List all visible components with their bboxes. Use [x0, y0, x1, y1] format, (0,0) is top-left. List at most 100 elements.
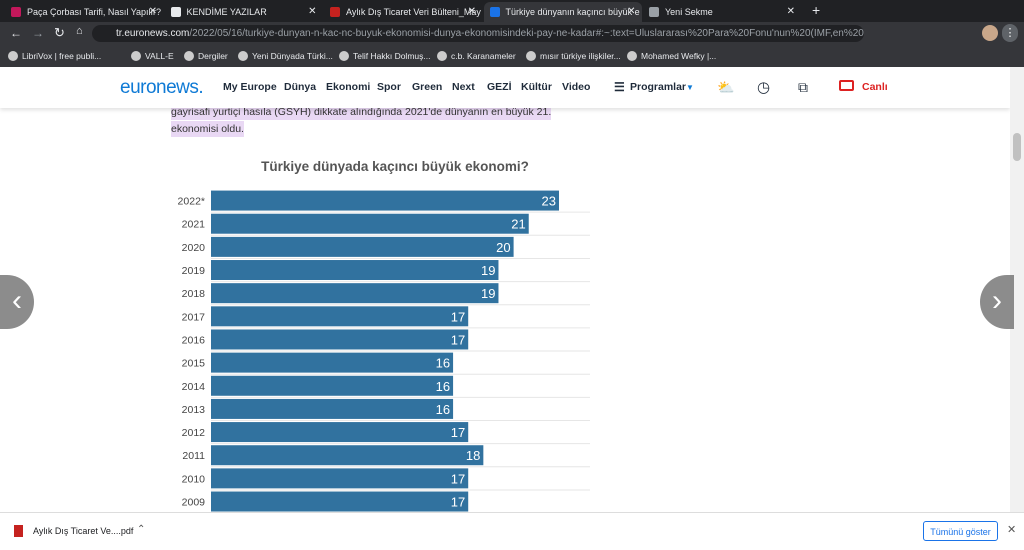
bar [211, 352, 454, 373]
weather-icon[interactable]: ⛅ [717, 79, 735, 95]
nav-item[interactable]: Next [452, 81, 475, 93]
bookmark[interactable]: c.b. Karanameler [437, 45, 516, 67]
browser-tab[interactable]: Türkiye dünyanın kaçıncı büyük e ✕ [483, 2, 642, 22]
bar [211, 283, 499, 304]
bookmark[interactable]: Mohamed Wefky |... [627, 45, 716, 67]
site-nav: euronews. ☰ Programlar ▼ ⛅ ◷ ⧉ Canlı My … [0, 67, 1010, 108]
bar [211, 190, 559, 211]
download-options[interactable]: ⌃ [137, 524, 146, 535]
bookmark-title: Dergiler [198, 51, 228, 61]
latest-icon[interactable]: ◷ [757, 79, 771, 96]
data-label: 17 [451, 309, 465, 324]
nav-item[interactable]: GEZİ [487, 81, 512, 93]
bookmark[interactable]: Yeni Dünyada Türki... [238, 45, 333, 67]
bar [211, 236, 514, 257]
back-button[interactable]: ← [10, 26, 22, 40]
bookmark[interactable]: mısır türkiye ilişkiler... [526, 45, 621, 67]
nav-item[interactable]: Green [412, 81, 443, 93]
data-label: 19 [481, 263, 495, 278]
data-label: 23 [542, 194, 556, 209]
tab-close[interactable]: ✕ [627, 6, 636, 17]
y-tick-label: 2019 [182, 265, 206, 277]
tab-title: Yeni Sekme [665, 7, 713, 17]
tab-icon [489, 7, 500, 17]
tab-close[interactable]: ✕ [308, 6, 317, 17]
bookmark-icon [437, 51, 447, 61]
bar [211, 422, 469, 443]
scrollbar[interactable] [1010, 67, 1024, 512]
bookmark-icon [526, 51, 536, 61]
y-tick-label: 2014 [182, 381, 206, 393]
download-file[interactable]: Aylık Dış Ticaret Ve....pdf [33, 526, 134, 536]
forward-button[interactable]: → [32, 26, 44, 40]
live-icon [839, 80, 854, 91]
bookmark-title: mısır türkiye ilişkiler... [540, 51, 621, 61]
new-tab-button[interactable]: + [812, 2, 821, 18]
tab-close[interactable]: ✕ [786, 6, 795, 17]
programs-icon: ☰ [614, 80, 625, 94]
y-tick-label: 2017 [182, 311, 206, 323]
bar [211, 213, 529, 234]
stories-icon[interactable]: ⧉ [798, 79, 808, 95]
tab-icon [170, 7, 181, 17]
article-text: gayrisafi yurtiçi hasıla (GSYH) dikkate … [171, 104, 552, 120]
bookmarks-bar: LibriVox | free publi... VALL-E Dergiler Ye… [0, 45, 1024, 68]
data-label: 17 [451, 332, 465, 347]
tab-strip: Paça Çorbası Tarifi, Nasıl Yapılır? ✕ KEND… [0, 0, 1024, 22]
bar [211, 398, 454, 419]
bar [211, 491, 469, 512]
tab-title: Aylık Dış Ticaret Veri Bülteni_May [346, 7, 481, 17]
reload-button[interactable]: ↻ [54, 25, 65, 40]
data-label: 20 [496, 240, 510, 255]
bookmark-title: Mohamed Wefky |... [641, 51, 717, 61]
tab-icon [649, 7, 659, 17]
show-all-button[interactable]: Tümünü göster [923, 521, 998, 541]
bar [211, 445, 484, 466]
article-text: ekonomisi oldu. [171, 121, 244, 137]
bar [211, 306, 469, 327]
profile-avatar[interactable] [982, 25, 998, 41]
data-label: 17 [451, 425, 465, 440]
browser-tab[interactable]: Paça Çorbası Tarifi, Nasıl Yapılır? ✕ [5, 2, 163, 22]
nav-item[interactable]: Dünya [284, 81, 317, 93]
menu-button[interactable]: ⋮ [1002, 24, 1018, 42]
site-logo[interactable]: euronews. [120, 77, 204, 98]
nav-item[interactable]: Ekonomi [326, 81, 371, 93]
bookmark[interactable]: Dergiler [184, 45, 228, 67]
browser-tab[interactable]: Yeni Sekme ✕ [643, 2, 801, 22]
y-tick-label: 2016 [182, 334, 206, 346]
home-button[interactable]: ⌂ [76, 25, 83, 37]
y-tick-label: 2013 [182, 404, 206, 416]
nav-item[interactable]: Video [562, 81, 591, 93]
tab-close[interactable]: ✕ [148, 6, 157, 17]
data-label: 16 [436, 356, 450, 371]
bookmark[interactable]: VALL-E [131, 45, 174, 67]
close-download-bar[interactable]: ✕ [1007, 524, 1017, 536]
next-arrow[interactable]: › [980, 275, 1014, 329]
browser-tab[interactable]: KENDİME YAZILAR ✕ [165, 2, 323, 22]
y-tick-label: 2022* [178, 196, 205, 208]
live-link[interactable]: Canlı [862, 81, 888, 93]
bookmark[interactable]: Telif Hakkı Dolmuş... [339, 45, 430, 67]
data-label: 17 [451, 495, 465, 510]
bookmark[interactable]: LibriVox | free publi... [8, 45, 101, 67]
programs-menu[interactable]: Programlar [630, 81, 687, 93]
bookmark-title: Telif Hakkı Dolmuş... [353, 51, 431, 61]
y-tick-label: 2011 [182, 450, 205, 462]
tab-icon [11, 7, 21, 17]
tab-close[interactable]: ✕ [467, 6, 476, 17]
nav-item[interactable]: My Europe [223, 81, 277, 93]
data-label: 17 [451, 471, 465, 486]
scroll-thumb[interactable] [1013, 133, 1021, 161]
nav-item[interactable]: Spor [377, 81, 401, 93]
data-label: 18 [466, 448, 480, 463]
nav-item[interactable]: Kültür [521, 81, 552, 93]
bookmark-icon [131, 51, 141, 61]
pdf-icon [14, 525, 23, 537]
browser-tab[interactable]: Aylık Dış Ticaret Veri Bülteni_May ✕ [324, 2, 482, 22]
address-bar[interactable]: tr.euronews.com/2022/05/16/turkiye-dunya… [92, 25, 864, 42]
bar [211, 329, 469, 350]
bookmark-icon [8, 51, 18, 61]
bookmark-title: VALL-E [145, 51, 174, 61]
